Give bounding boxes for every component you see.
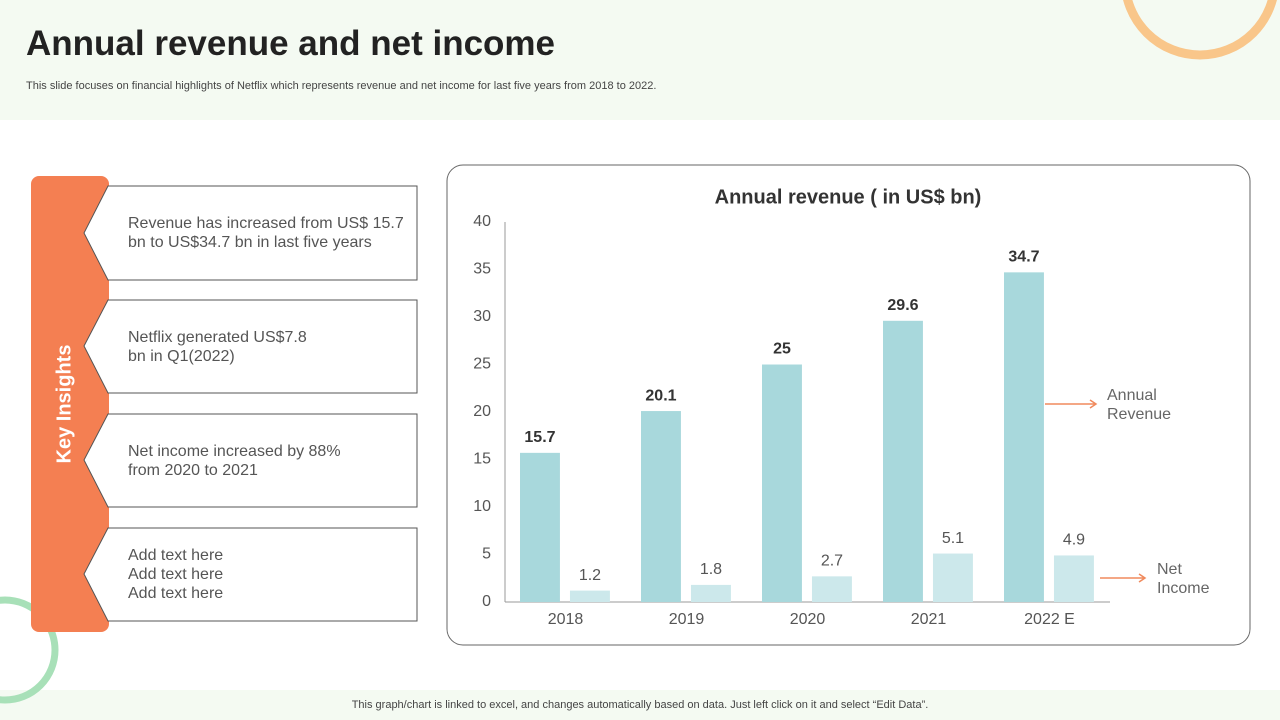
insight-text: Revenue has increased from US$ 15.7 xyxy=(128,215,404,232)
legend-label: Net Income xyxy=(1157,561,1210,597)
bar xyxy=(690,584,731,602)
y-tick-label: 20 xyxy=(473,403,491,420)
value-label: 2.7 xyxy=(821,553,843,570)
bar xyxy=(520,452,560,602)
y-tick-label: 25 xyxy=(473,356,491,373)
value-label: 15.7 xyxy=(524,429,555,446)
insight-text: Net income increased by 88% xyxy=(128,443,341,460)
y-tick-label: 30 xyxy=(473,308,491,325)
bar xyxy=(932,553,973,602)
bar xyxy=(641,411,681,602)
insight-text: Netflix generated US$7.8 xyxy=(128,329,307,346)
y-tick-label: 10 xyxy=(473,498,491,515)
decor-arc xyxy=(1123,0,1277,60)
decor-arc xyxy=(0,596,59,704)
value-label: 34.7 xyxy=(1008,249,1039,266)
insight-text: from 2020 to 2021 xyxy=(128,462,258,479)
y-tick-label: 40 xyxy=(473,213,491,230)
value-label: 1.2 xyxy=(579,567,601,584)
insight-text: bn to US$34.7 bn in last five years xyxy=(128,234,372,251)
header-band xyxy=(0,0,1280,120)
bar xyxy=(762,364,802,602)
legend-arrows xyxy=(1045,399,1147,583)
y-tick-label: 15 xyxy=(473,451,491,468)
value-label: 29.6 xyxy=(887,297,918,314)
x-tick-label: 2019 xyxy=(669,611,705,628)
footer-note: This graph/chart is linked to excel, and… xyxy=(351,699,929,711)
value-label: 4.9 xyxy=(1063,532,1085,549)
value-label: 25 xyxy=(773,341,791,358)
bar xyxy=(1053,555,1094,602)
x-tick-label: 2020 xyxy=(790,611,826,628)
bar xyxy=(811,576,852,602)
value-label: 5.1 xyxy=(942,530,964,547)
bar xyxy=(569,590,610,602)
insight-text: bn in Q1(2022) xyxy=(128,348,235,365)
insights-band xyxy=(31,176,109,632)
insight-text: Add text here xyxy=(128,585,224,602)
x-tick-label: 2022 E xyxy=(1024,611,1075,628)
y-tick-label: 35 xyxy=(473,261,491,278)
value-label: 1.8 xyxy=(700,561,722,578)
x-tick-label: 2018 xyxy=(548,611,584,628)
insights-label: Key Insights xyxy=(53,345,75,464)
bar xyxy=(883,320,923,602)
insight-text: Add text here xyxy=(128,566,224,583)
x-tick-label: 2021 xyxy=(911,611,947,628)
chart-title: Annual revenue ( in US$ bn) xyxy=(715,186,982,208)
page-subtitle: This slide focuses on financial highligh… xyxy=(26,80,657,92)
y-tick-label: 0 xyxy=(482,593,491,610)
footer-band xyxy=(0,690,1280,720)
bar xyxy=(1004,272,1044,602)
value-label: 20.1 xyxy=(645,387,676,404)
y-tick-label: 5 xyxy=(482,546,491,563)
insight-text: Add text here xyxy=(128,547,224,564)
page-title: Annual revenue and net income xyxy=(26,24,555,63)
legend-label: Annual Revenue xyxy=(1107,387,1172,423)
insight-boxes xyxy=(83,185,418,622)
